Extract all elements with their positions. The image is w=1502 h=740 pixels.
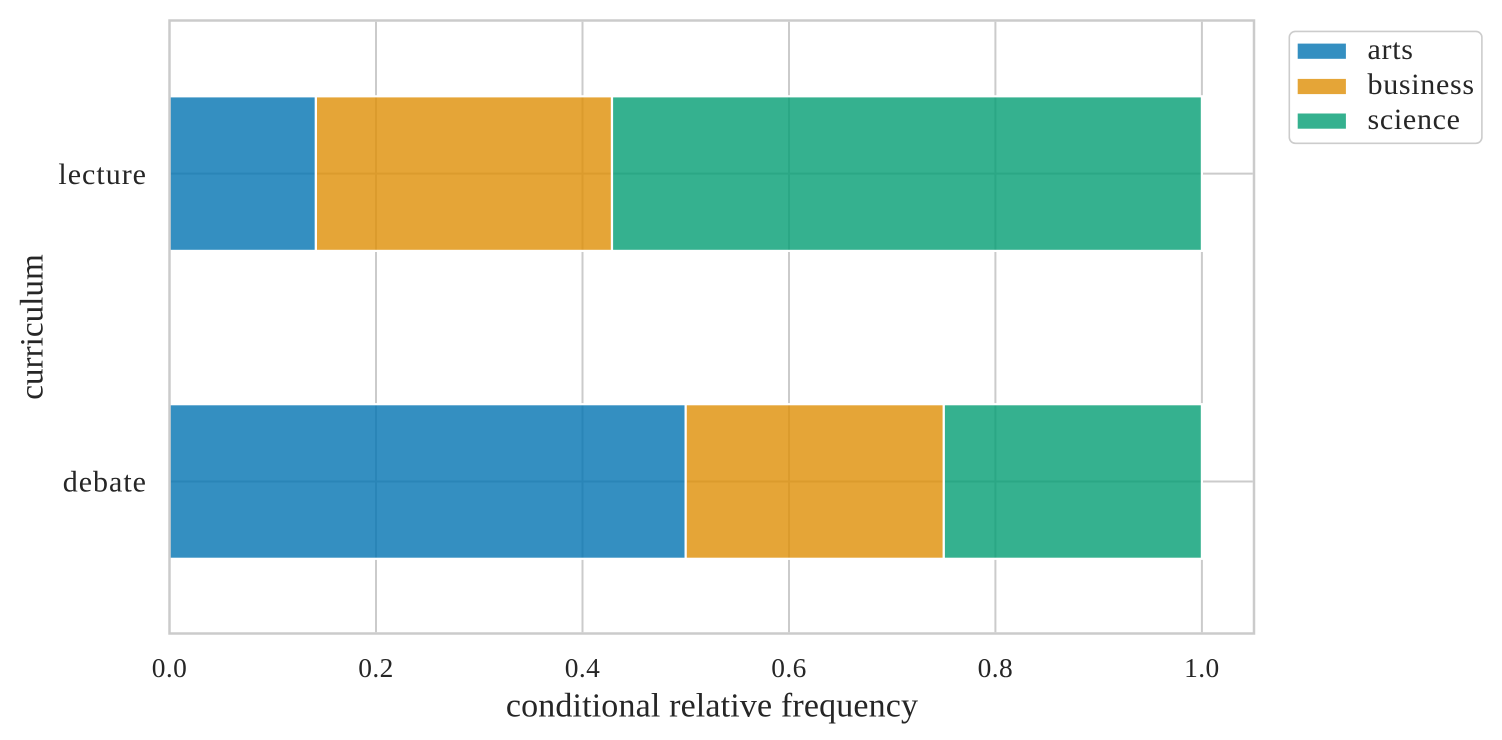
svg-text:0.8: 0.8 bbox=[978, 653, 1013, 683]
svg-text:science: science bbox=[1368, 103, 1461, 136]
svg-text:business: business bbox=[1368, 68, 1475, 101]
svg-text:1.0: 1.0 bbox=[1184, 653, 1219, 683]
svg-text:lecture: lecture bbox=[58, 158, 147, 191]
svg-text:arts: arts bbox=[1368, 33, 1414, 66]
svg-text:conditional relative frequency: conditional relative frequency bbox=[506, 687, 918, 724]
svg-text:0.2: 0.2 bbox=[358, 653, 393, 683]
svg-text:curriculum: curriculum bbox=[13, 254, 50, 400]
svg-text:0.6: 0.6 bbox=[771, 653, 806, 683]
svg-text:0.4: 0.4 bbox=[565, 653, 600, 683]
svg-text:debate: debate bbox=[63, 466, 147, 499]
svg-text:0.0: 0.0 bbox=[152, 653, 187, 683]
